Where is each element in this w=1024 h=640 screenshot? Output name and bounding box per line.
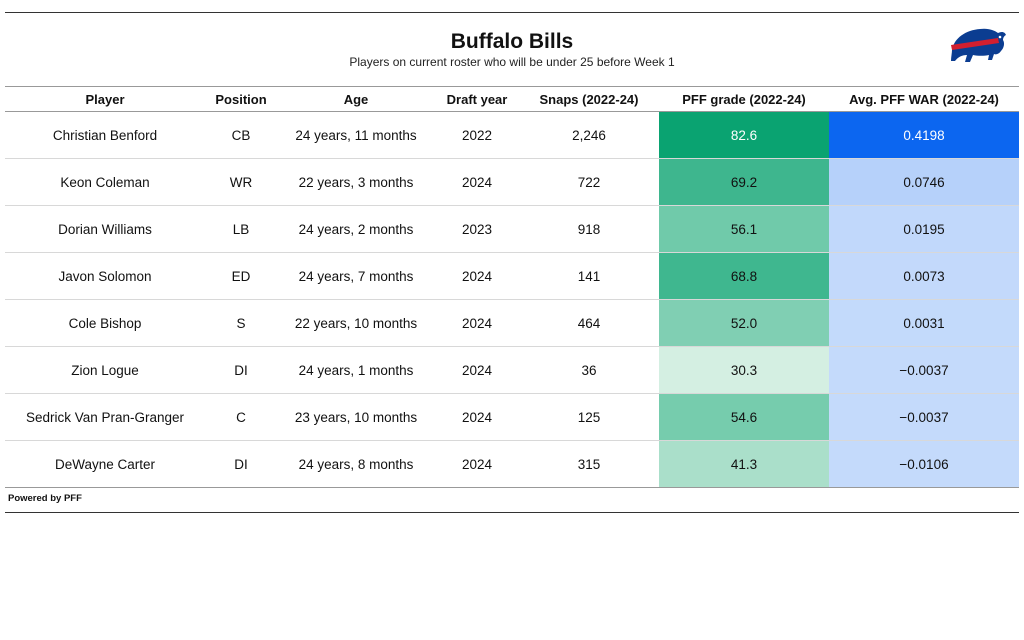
table-row: Zion Logue DI 24 years, 1 months 2024 36 30.3… [5,346,1019,394]
pff-war-cell: 0.0195 [829,205,1019,253]
table-body: Christian Benford CB 24 years, 11 months 20… [5,111,1019,488]
column-header: Avg. PFF WAR (2022-24) [829,86,1019,112]
draft-year-cell: 2022 [435,111,519,159]
age-cell: 23 years, 10 months [277,393,435,441]
roster-table: Player Position Age Draft year Snaps (2022-2… [5,86,1019,488]
age-cell: 22 years, 3 months [277,158,435,206]
pff-war-cell: −0.0037 [829,346,1019,394]
snaps-cell: 315 [519,440,659,488]
snaps-cell: 722 [519,158,659,206]
snaps-cell: 141 [519,252,659,300]
column-header: Position [205,86,277,112]
table-row: Sedrick Van Pran-Granger C 23 years, 10 mo… [5,393,1019,441]
column-header: Player [5,86,205,112]
draft-year-cell: 2024 [435,252,519,300]
pff-grade-cell: 82.6 [659,111,829,159]
position-cell: DI [205,346,277,394]
draft-year-cell: 2024 [435,346,519,394]
player-cell: Javon Solomon [5,252,205,300]
position-cell: DI [205,440,277,488]
column-header: Snaps (2022-24) [519,86,659,112]
player-cell: Dorian Williams [5,205,205,253]
pff-grade-cell: 69.2 [659,158,829,206]
age-cell: 24 years, 2 months [277,205,435,253]
page-subtitle: Players on current roster who will be un… [349,55,675,69]
draft-year-cell: 2024 [435,393,519,441]
age-cell: 24 years, 8 months [277,440,435,488]
age-cell: 24 years, 7 months [277,252,435,300]
table-header-row: Player Position Age Draft year Snaps (2022-2… [5,86,1019,112]
table-row: Javon Solomon ED 24 years, 7 months 2024 141… [5,252,1019,300]
bottom-rule [5,512,1019,513]
pff-grade-cell: 30.3 [659,346,829,394]
snaps-cell: 125 [519,393,659,441]
age-cell: 22 years, 10 months [277,299,435,347]
pff-grade-cell: 68.8 [659,252,829,300]
player-cell: Zion Logue [5,346,205,394]
draft-year-cell: 2024 [435,299,519,347]
position-cell: S [205,299,277,347]
page-title: Buffalo Bills [450,30,574,53]
position-cell: C [205,393,277,441]
draft-year-cell: 2024 [435,158,519,206]
pff-war-cell: 0.0073 [829,252,1019,300]
pff-grade-cell: 41.3 [659,440,829,488]
draft-year-cell: 2023 [435,205,519,253]
table-row: Keon Coleman WR 22 years, 3 months 2024 722 6… [5,158,1019,206]
footer-credit: Powered by PFF [8,493,82,504]
pff-war-cell: −0.0106 [829,440,1019,488]
pff-grade-cell: 52.0 [659,299,829,347]
column-header: Draft year [435,86,519,112]
player-cell: Cole Bishop [5,299,205,347]
pff-grade-cell: 54.6 [659,393,829,441]
snaps-cell: 2,246 [519,111,659,159]
pff-war-cell: 0.4198 [829,111,1019,159]
table-row: DeWayne Carter DI 24 years, 8 months 2024 31… [5,440,1019,488]
buffalo-bills-logo-icon [951,28,1006,63]
snaps-cell: 464 [519,299,659,347]
player-cell: Keon Coleman [5,158,205,206]
table-row: Dorian Williams LB 24 years, 2 months 2023 9… [5,205,1019,253]
draft-year-cell: 2024 [435,440,519,488]
age-cell: 24 years, 1 months [277,346,435,394]
snaps-cell: 918 [519,205,659,253]
player-cell: Sedrick Van Pran-Granger [5,393,205,441]
position-cell: WR [205,158,277,206]
position-cell: CB [205,111,277,159]
position-cell: LB [205,205,277,253]
table-row: Cole Bishop S 22 years, 10 months 2024 464 52… [5,299,1019,347]
position-cell: ED [205,252,277,300]
pff-grade-cell: 56.1 [659,205,829,253]
player-cell: Christian Benford [5,111,205,159]
pff-war-cell: −0.0037 [829,393,1019,441]
player-cell: DeWayne Carter [5,440,205,488]
table-row: Christian Benford CB 24 years, 11 months 20… [5,111,1019,159]
top-rule [5,12,1019,13]
age-cell: 24 years, 11 months [277,111,435,159]
pff-war-cell: 0.0031 [829,299,1019,347]
column-header: Age [277,86,435,112]
column-header: PFF grade (2022-24) [659,86,829,112]
snaps-cell: 36 [519,346,659,394]
pff-war-cell: 0.0746 [829,158,1019,206]
